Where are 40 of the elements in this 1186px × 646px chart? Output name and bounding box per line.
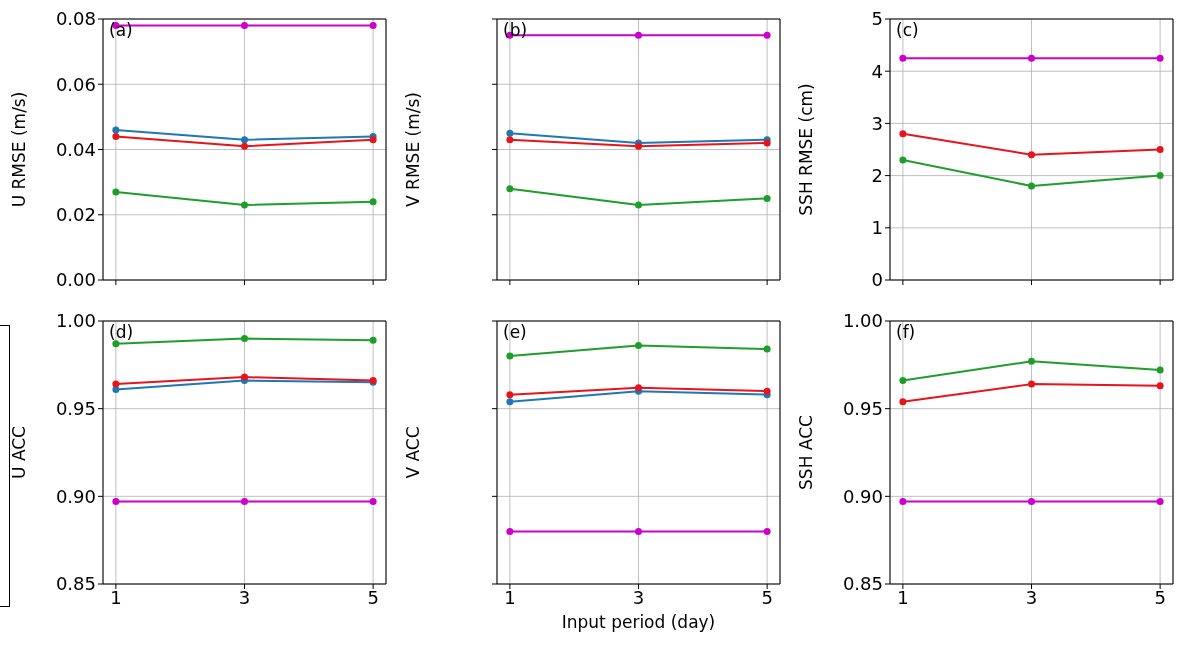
- y-tick-label: 0.90: [55, 485, 96, 507]
- x-tick-label: 5: [761, 586, 773, 608]
- y-tick-label: 0.85: [842, 573, 883, 595]
- annotation: (f): [896, 322, 916, 342]
- y-tick-label: 4: [871, 60, 883, 82]
- y-tick-label: 0.85: [55, 573, 96, 595]
- y-axis-title: SSH RMSE (cm): [796, 83, 817, 216]
- y-axis-title: V RMSE (m/s): [403, 92, 424, 207]
- y-axis-title: V ACC: [403, 426, 424, 479]
- x-tick-label: 3: [1025, 586, 1038, 608]
- y-tick-label: 0.06: [55, 73, 96, 95]
- y-tick-label: 0.90: [842, 485, 883, 507]
- y-tick-label: 5: [871, 8, 883, 30]
- y-tick-label: 0.02: [55, 204, 96, 226]
- y-tick-label: 0.04: [55, 138, 96, 160]
- x-tick-label: 3: [632, 586, 645, 608]
- y-tick-label: 0: [871, 269, 883, 291]
- y-tick-label: 0.95: [842, 398, 883, 420]
- annotation: (d): [109, 322, 134, 342]
- y-tick-label: 0.95: [55, 398, 96, 420]
- y-tick-label: 1.00: [55, 310, 96, 332]
- y-tick-label: 0.08: [55, 8, 96, 30]
- y-tick-label: 3: [871, 112, 883, 134]
- y-tick-label: 2: [871, 164, 883, 186]
- x-tick-label: 3: [238, 586, 251, 608]
- y-axis-title: SSH ACC: [796, 415, 817, 490]
- x-tick-label: 5: [1154, 586, 1166, 608]
- y-axis-title: U RMSE (m/s): [9, 91, 30, 208]
- x-tick-label: 5: [367, 586, 379, 608]
- annotation: (e): [503, 322, 527, 342]
- x-tick-label: 1: [897, 586, 909, 608]
- y-axis-title: U ACC: [9, 426, 30, 479]
- y-tick-label: 1.00: [842, 310, 883, 332]
- annotation: (c): [896, 20, 919, 40]
- annotation: (a): [109, 20, 133, 40]
- y-tick-label: 1: [871, 217, 883, 239]
- x-axis-title: Input period (day): [561, 612, 716, 632]
- y-tick-label: 0.00: [55, 269, 96, 291]
- x-tick-label: 1: [504, 586, 516, 608]
- x-tick-label: 1: [110, 586, 122, 608]
